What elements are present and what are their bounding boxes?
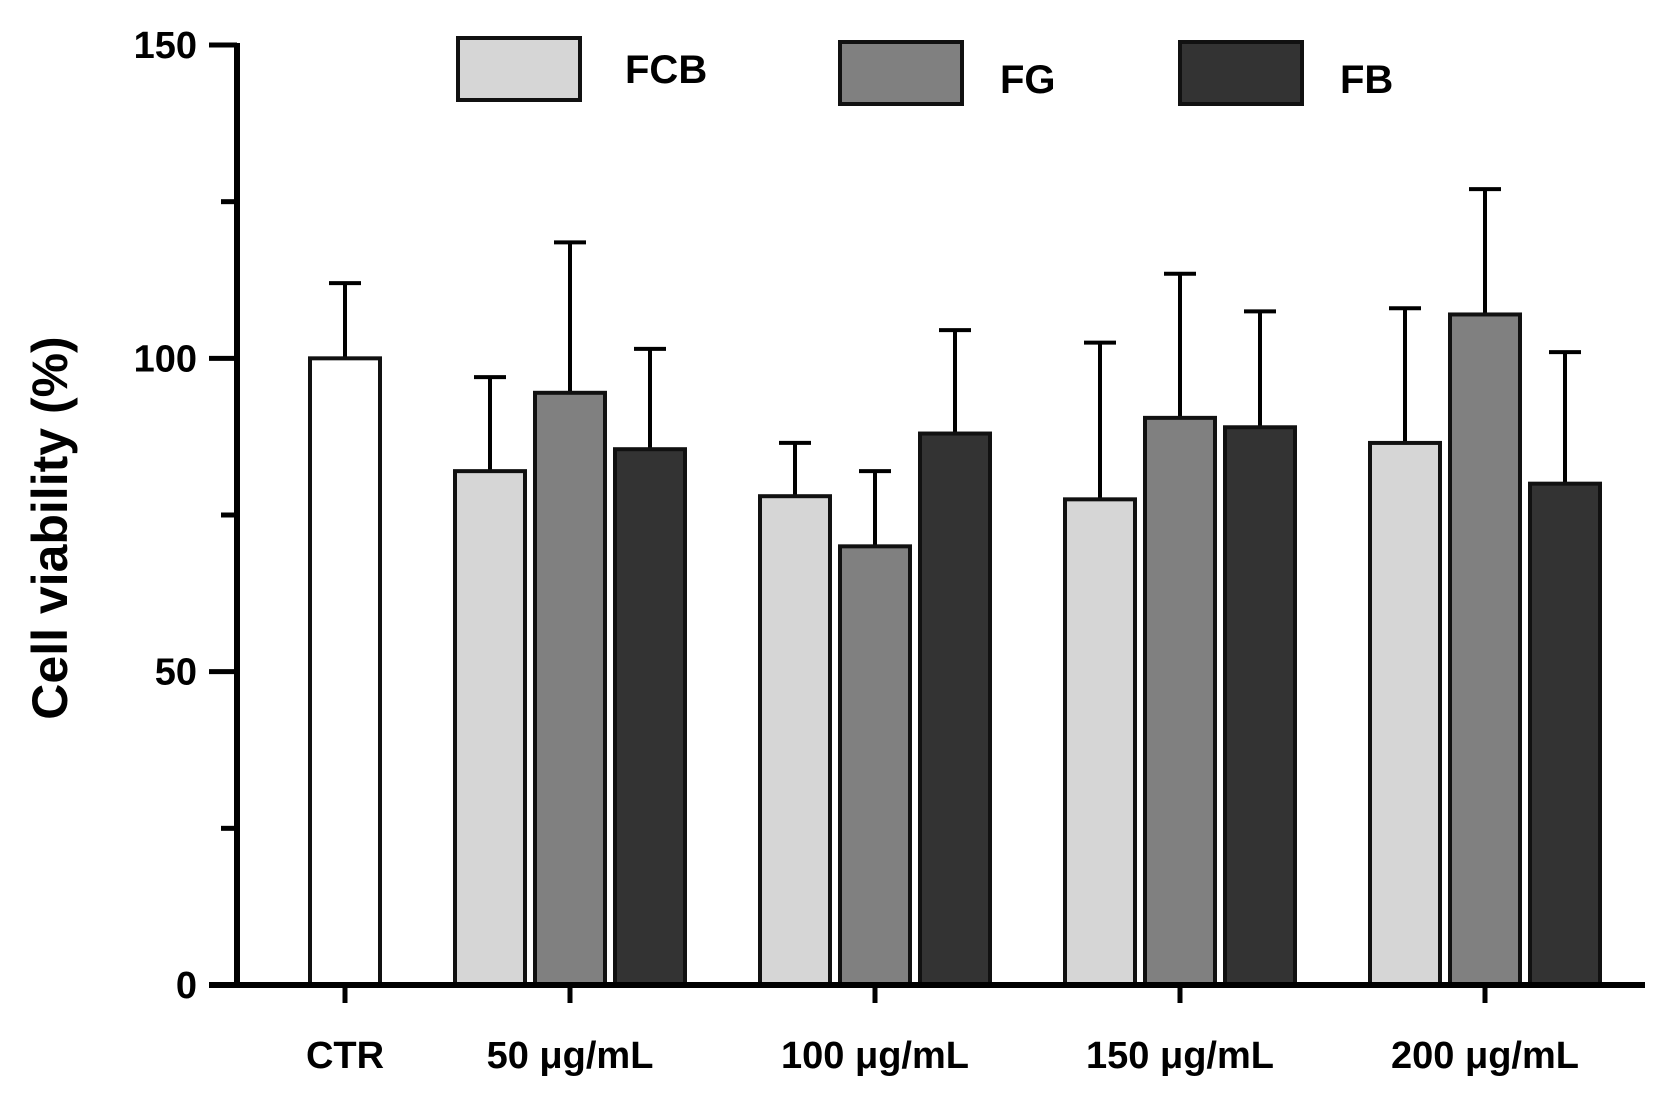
bar-ctr [308,356,382,988]
bar-fb-4 [1528,481,1602,987]
legend-swatch-fb [1178,40,1304,106]
bar-fcb-3 [1063,497,1137,987]
x-tick-label: 200 μg/mL [1391,1035,1579,1077]
y-tick-label: 0 [176,965,197,1007]
legend: FCB FG FB [456,36,1393,106]
x-tick-label: CTR [306,1035,384,1077]
bar-fb-2 [918,431,992,987]
x-tick-label: 150 μg/mL [1086,1035,1274,1077]
bar-fg-4 [1448,312,1522,987]
legend-swatch-fg [838,40,964,106]
bar-fcb-4 [1368,440,1442,987]
legend-label-fg: FG [1000,58,1056,102]
bar-fcb-1 [453,469,527,987]
x-tick-label: 100 μg/mL [781,1035,969,1077]
legend-label-fcb: FCB [625,48,707,92]
bar-fg-2 [838,544,912,987]
x-tick-label: 50 μg/mL [487,1035,654,1077]
bar-fb-3 [1223,425,1297,987]
bar-fg-3 [1143,415,1217,988]
y-tick-label: 150 [134,25,197,67]
legend-swatch-fcb [456,36,582,102]
y-axis: Cell viability (%) 0 50 100 150 [22,25,240,1007]
bar-fcb-2 [758,494,832,987]
bars [308,187,1602,988]
bar-fb-1 [613,447,687,987]
x-axis: CTR 50 μg/mL 100 μg/mL 150 μg/mL 200 μg/mL [209,982,1645,1077]
y-axis-title: Cell viability (%) [22,336,78,719]
legend-label-fb: FB [1340,58,1393,102]
y-tick-label: 50 [155,652,197,694]
y-tick-label: 100 [134,338,197,380]
bar-fg-1 [533,390,607,987]
